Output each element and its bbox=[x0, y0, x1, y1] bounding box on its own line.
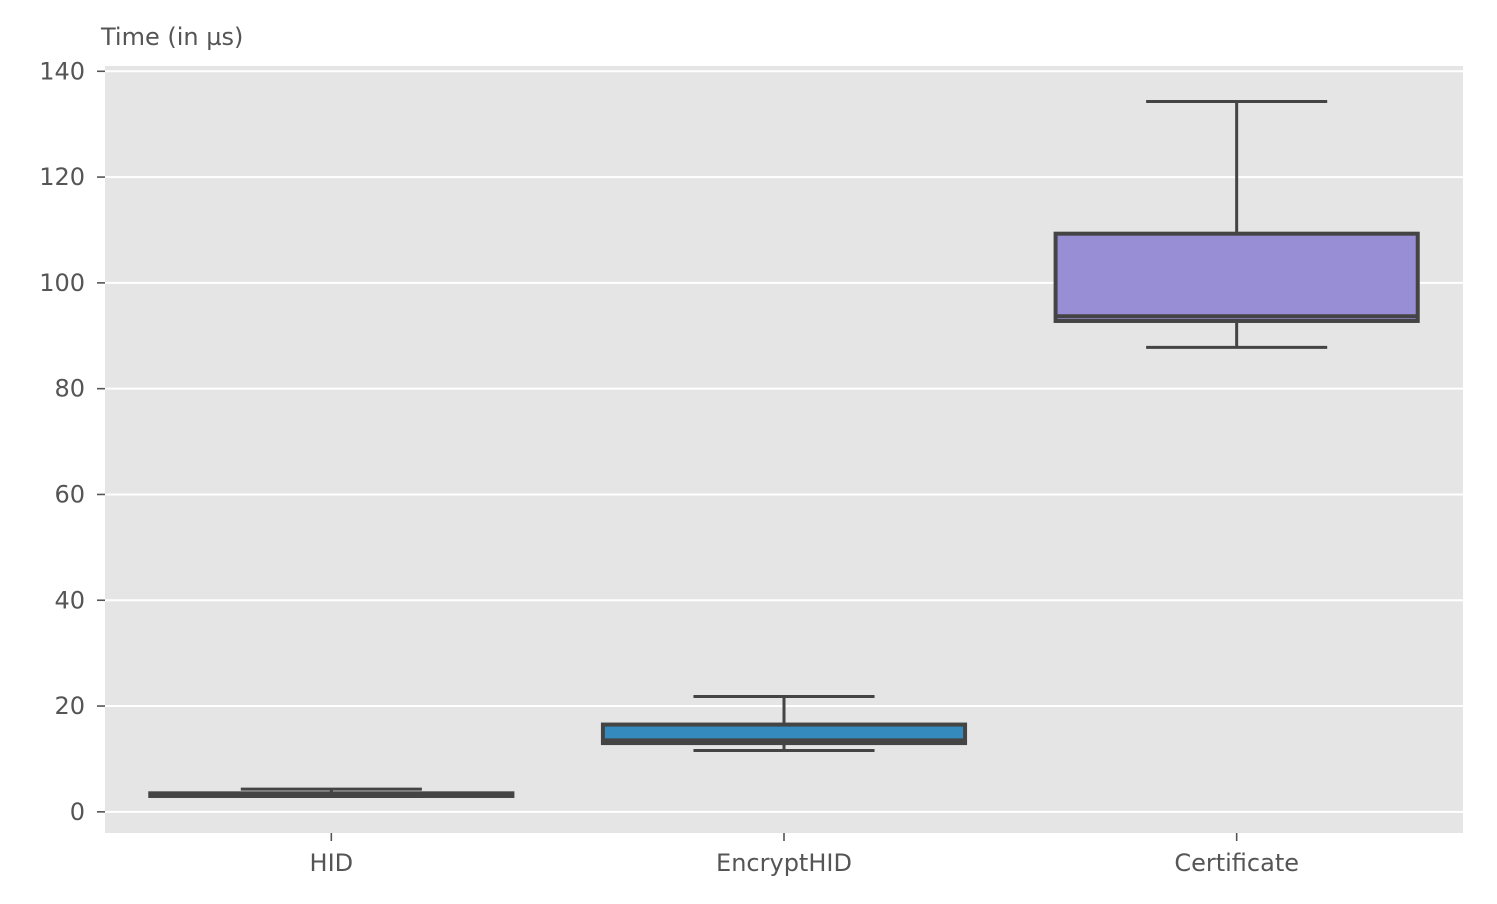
y-tick-label-60: 60 bbox=[54, 480, 85, 508]
y-tick-label-0: 0 bbox=[70, 798, 85, 826]
y-tick-label-140: 140 bbox=[39, 57, 85, 85]
y-tick-label-120: 120 bbox=[39, 163, 85, 191]
y-tick-label-100: 100 bbox=[39, 269, 85, 297]
y-axis-label: Time (in µs) bbox=[100, 23, 243, 51]
x-tick-label-2: Certificate bbox=[1174, 849, 1299, 877]
x-tick-label-1: EncryptHID bbox=[716, 849, 852, 877]
box-group-2 bbox=[1053, 99, 1420, 349]
box-group-0 bbox=[148, 787, 515, 799]
y-tick-label-20: 20 bbox=[54, 692, 85, 720]
y-tick-label-80: 80 bbox=[54, 375, 85, 403]
box-2 bbox=[1053, 231, 1420, 323]
y-axis-ticks: 0 20 40 60 80 100 120 140 bbox=[39, 57, 105, 826]
x-tick-label-0: HID bbox=[310, 849, 354, 877]
y-tick-label-40: 40 bbox=[54, 586, 85, 614]
x-axis-ticks: HID EncryptHID Certificate bbox=[310, 833, 1299, 877]
boxes bbox=[148, 99, 1420, 799]
box-group-1 bbox=[600, 695, 968, 752]
